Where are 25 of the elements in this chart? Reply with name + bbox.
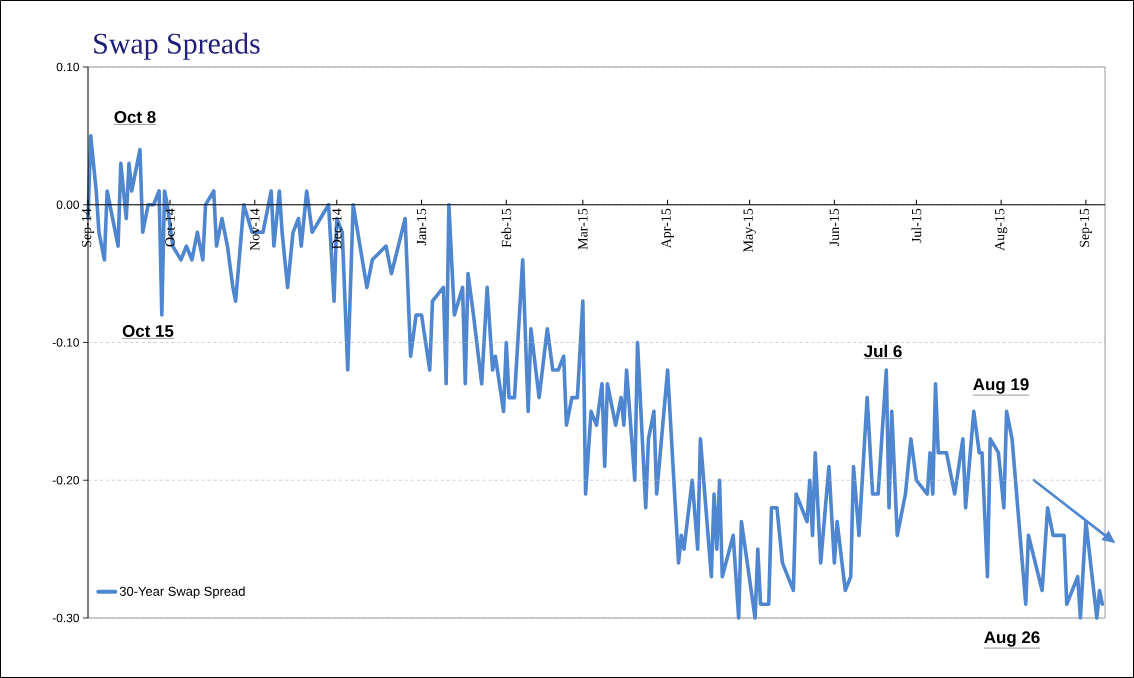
x-tick-label: Apr-15 [661, 208, 674, 249]
y-tick-label: -0.20 [52, 476, 80, 485]
x-tick-label: Sep-15 [1079, 208, 1092, 247]
annotation: Jul 6 [863, 344, 902, 358]
x-tick-label: Nov-14 [250, 208, 260, 251]
x-tick-label: Oct-14 [165, 208, 175, 247]
x-tick-label: Aug-15 [995, 208, 1008, 251]
x-tick-label: Mar-15 [578, 208, 588, 250]
text: Aug 26 [984, 631, 1040, 647]
x-tick-label: Jan-15 [416, 208, 427, 246]
x-tick-label: Jul-15 [911, 208, 922, 243]
annotation: Oct 8 [114, 111, 156, 123]
chart-title: Swap Spreads [94, 32, 260, 60]
y-tick-label: 0.00 [56, 200, 80, 209]
y-tick-label: -0.10 [52, 338, 80, 347]
annotation: Aug 19 [973, 378, 1029, 394]
annotation: Oct 15 [122, 325, 174, 337]
x-tick-label: Jun-15 [829, 208, 840, 246]
y-tick-label: -0.30 [52, 613, 80, 623]
y-tick-label: 0.10 [56, 62, 80, 72]
x-tick-label: Dec-14 [332, 208, 342, 249]
x-tick-label: Feb-15 [501, 208, 512, 248]
x-tick-label: Sep-14 [81, 208, 95, 247]
x-tick-label: May-15 [743, 208, 756, 253]
legend-label: 30-Year Swap Spread [119, 586, 245, 599]
